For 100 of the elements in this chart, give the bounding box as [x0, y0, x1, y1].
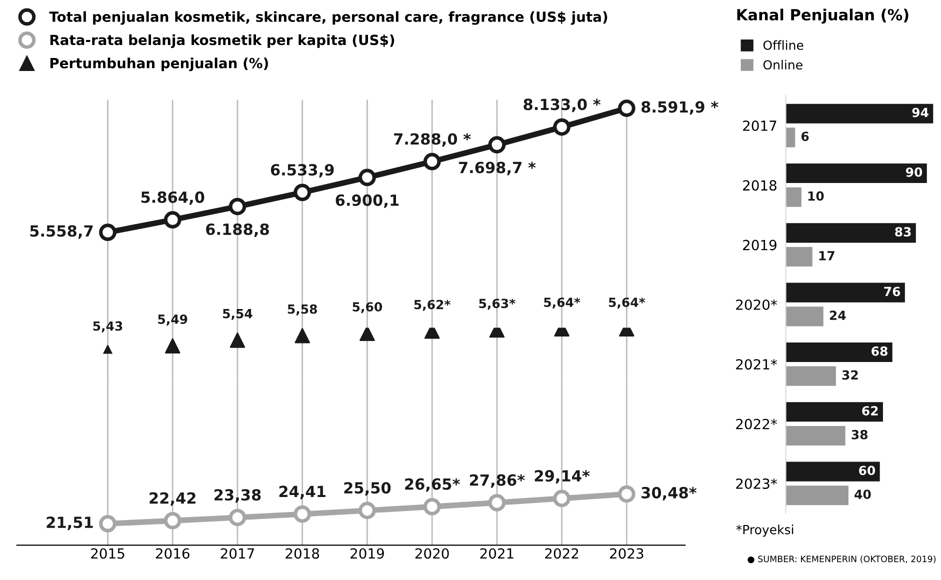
x-tick-label: 2017 [220, 548, 254, 559]
data-label: 7.698,7 * [458, 162, 536, 176]
data-label: 6 [801, 132, 809, 142]
legend-label: Total penjualan kosmetik, skincare, personal care, fragrance (US$ juta) [49, 11, 608, 25]
point [294, 328, 310, 344]
point [99, 224, 116, 241]
data-label: 5,58 [288, 304, 317, 316]
data-label: 8.133,0 * [524, 98, 601, 112]
bar [786, 282, 905, 302]
y-tick-label: 2021* [736, 359, 777, 370]
point [488, 136, 506, 154]
data-label: 94 [912, 108, 928, 118]
data-label: 5.864,0 [141, 191, 204, 205]
point [553, 118, 570, 136]
point [358, 168, 376, 186]
y-tick-label: 2022* [736, 418, 777, 430]
bar [786, 486, 848, 506]
point [618, 100, 636, 117]
bar [786, 306, 824, 326]
legend-label: Online [763, 60, 802, 70]
data-label: 83 [895, 227, 911, 237]
x-tick-label: 2020 [415, 548, 449, 559]
data-label: 10 [808, 191, 824, 201]
data-label: 5,43 [93, 321, 122, 332]
point [164, 512, 182, 530]
y-tick-label: 2017 [743, 120, 776, 132]
point [230, 332, 246, 348]
point [553, 490, 570, 508]
bar [786, 366, 836, 386]
bar [786, 402, 883, 422]
data-label: 76 [884, 286, 900, 296]
data-label: 90 [906, 167, 922, 177]
bar [786, 342, 892, 362]
data-label: 27,86* [470, 474, 525, 488]
point [228, 508, 246, 526]
data-label: 24 [830, 310, 846, 320]
data-label: 17 [819, 251, 834, 260]
data-label: 5.558,7 [30, 225, 93, 239]
data-label: 38 [852, 430, 868, 440]
point [164, 338, 180, 354]
text: *Proyeksi [736, 524, 794, 537]
data-label: 68 [872, 346, 888, 356]
bar [786, 163, 927, 184]
point [423, 152, 441, 170]
data-label: 6.188,8 [206, 223, 269, 237]
point [488, 494, 506, 512]
data-label: 5,63* [479, 298, 516, 310]
x-tick-label: 2018 [286, 548, 320, 559]
x-tick-label: 2023 [610, 548, 644, 559]
y-tick-label: 2018 [743, 180, 776, 191]
point [294, 505, 312, 523]
bar [786, 246, 812, 267]
bar [786, 426, 846, 446]
data-label: 23,38 [214, 489, 261, 503]
text: Pertumbuhan penjualan (%) [50, 58, 268, 72]
x-tick-label: 2021 [480, 548, 514, 559]
point [294, 184, 312, 202]
data-label: 5,62* [414, 300, 451, 311]
data-label: 26,65* [405, 478, 460, 492]
point [228, 198, 246, 216]
data-label: 62 [862, 406, 878, 416]
bar [786, 128, 796, 148]
data-label: 5,49 [158, 314, 188, 326]
legend-label: Rata-rata belanja kosmetik per kapita (US$) [50, 34, 394, 48]
data-label: 22,42 [150, 492, 196, 506]
data-label: 8.591,9 * [641, 101, 718, 115]
data-label: 60 [859, 466, 876, 476]
data-label: 5,64* [544, 298, 580, 309]
data-label: 5,60 [352, 302, 382, 314]
data-label: 30,48* [642, 486, 697, 500]
chart-title: Kanal Penjualan (%) [737, 8, 908, 24]
data-label: 29,14* [534, 470, 590, 484]
y-tick-label: 2020* [736, 299, 777, 310]
data-label: 5,64* [608, 298, 646, 309]
data-label: 7.288,0 * [394, 133, 471, 147]
y-tick-label: 2019 [743, 240, 776, 250]
data-label: 24,41 [279, 486, 326, 500]
point [423, 498, 441, 516]
point [618, 485, 636, 503]
data-label: 32 [842, 370, 858, 380]
data-label: 6.900,1 [336, 194, 399, 208]
bar [786, 223, 916, 243]
point [360, 328, 375, 342]
data-label: 21,51 [46, 516, 93, 530]
x-tick-label: 2016 [156, 548, 190, 559]
bar [786, 187, 802, 207]
data-label: 6.533,9 [270, 164, 334, 178]
text: ● SUMBER: KEMENPERIN (OKTOBER, 2019) [748, 555, 936, 564]
data-label: 5,54 [223, 309, 252, 320]
bar [786, 104, 934, 124]
bar [786, 462, 880, 482]
data-label: 25,50 [344, 482, 391, 496]
legend-label: Offline [763, 40, 804, 50]
y-tick-label: 2023* [736, 478, 777, 489]
point [164, 211, 182, 229]
x-tick-label: 2015 [91, 548, 124, 559]
x-tick-label: 2022 [545, 548, 578, 559]
point [99, 515, 116, 532]
x-tick-label: 2019 [350, 548, 384, 559]
point [358, 502, 376, 520]
